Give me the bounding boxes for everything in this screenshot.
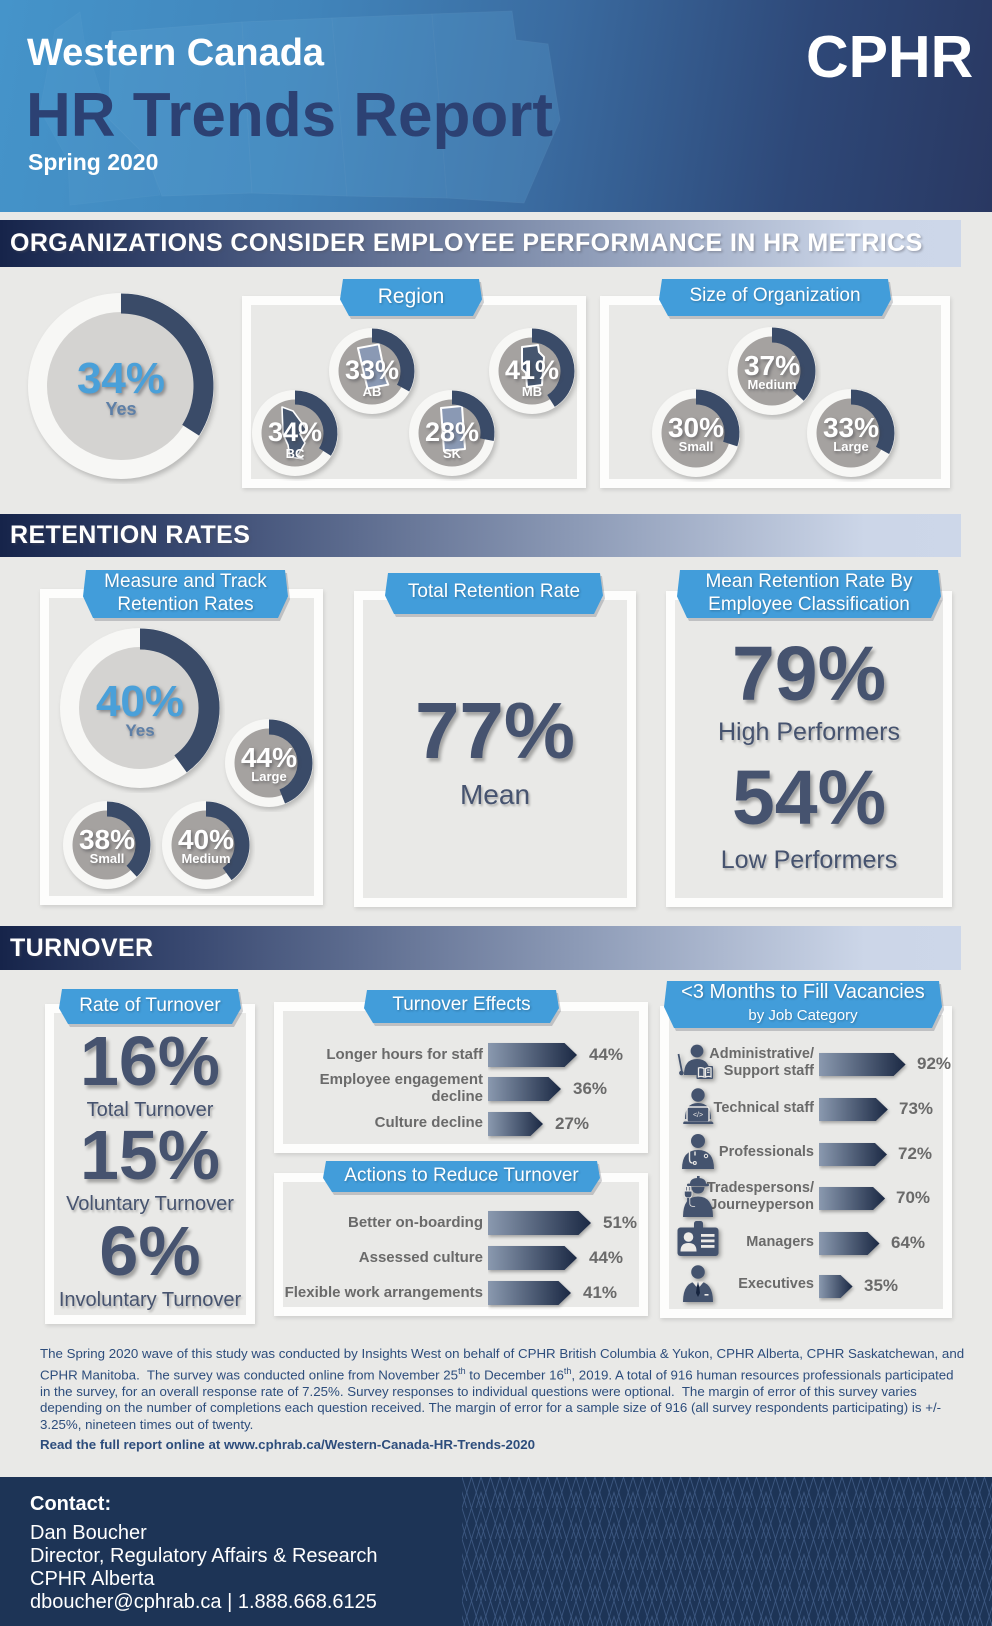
- svg-text:33%: 33%: [823, 412, 879, 443]
- svg-text:34%: 34%: [268, 417, 322, 447]
- svg-text:30%: 30%: [668, 412, 724, 443]
- svg-text:40%: 40%: [178, 824, 234, 855]
- svg-text:</>: </>: [693, 1112, 703, 1119]
- svg-text:33%: 33%: [345, 355, 399, 385]
- svg-text:Small: Small: [90, 851, 125, 866]
- svg-text:44%: 44%: [241, 742, 297, 773]
- svg-text:Large: Large: [251, 769, 286, 784]
- svg-text:Medium: Medium: [747, 377, 796, 392]
- svg-text:Large: Large: [833, 439, 868, 454]
- svg-text:Yes: Yes: [105, 399, 136, 419]
- svg-text:SK: SK: [443, 446, 462, 461]
- svg-text:37%: 37%: [744, 350, 800, 381]
- svg-text:Medium: Medium: [181, 851, 230, 866]
- svg-text:MB: MB: [522, 384, 542, 399]
- svg-text:40%: 40%: [96, 677, 184, 726]
- svg-text:Small: Small: [679, 439, 714, 454]
- svg-text:34%: 34%: [77, 354, 165, 403]
- svg-text:AB: AB: [363, 384, 382, 399]
- svg-text:38%: 38%: [79, 824, 135, 855]
- svg-text:28%: 28%: [425, 417, 479, 447]
- svg-text:Yes: Yes: [125, 721, 154, 740]
- svg-text:BC: BC: [286, 446, 305, 461]
- svg-text:41%: 41%: [505, 355, 559, 385]
